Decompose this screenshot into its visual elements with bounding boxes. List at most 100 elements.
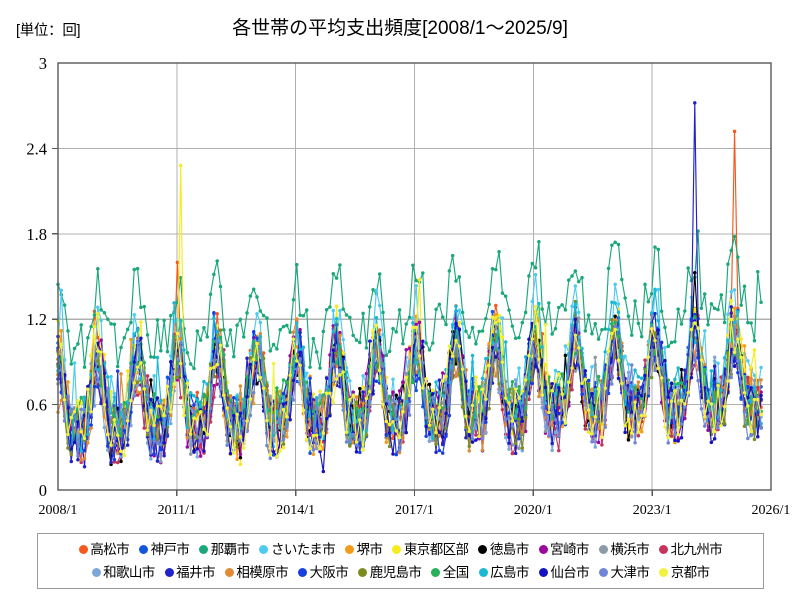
series-marker <box>457 372 462 376</box>
series-marker <box>251 339 256 344</box>
series-marker <box>96 267 100 271</box>
series-marker <box>752 397 757 402</box>
series-marker <box>238 452 243 457</box>
legend-item-高松市[interactable]: 高松市 <box>78 543 130 557</box>
series-marker <box>255 368 259 373</box>
series-marker <box>533 364 538 369</box>
series-marker <box>218 343 223 348</box>
series-marker <box>696 316 700 321</box>
legend-item-横浜市[interactable]: 横浜市 <box>598 543 650 557</box>
legend-item-京都市[interactable]: 京都市 <box>659 566 710 580</box>
series-marker <box>656 247 661 252</box>
series-marker <box>202 427 206 432</box>
series-marker <box>630 431 634 435</box>
series-marker <box>626 417 631 421</box>
series-marker <box>251 357 256 362</box>
series-marker <box>510 379 515 384</box>
series-marker <box>122 335 127 340</box>
series-marker <box>610 382 614 386</box>
plot-area: 0 0.6 1.2 1.8 2.4 3 2008/1 2011/1 2014/1 2017/1 20… <box>26 54 790 518</box>
series-marker <box>530 299 535 304</box>
series-marker <box>238 455 243 460</box>
series-marker <box>537 301 541 306</box>
series-marker <box>394 399 399 404</box>
series-marker <box>444 322 448 327</box>
series-marker <box>696 378 700 383</box>
series-marker <box>543 371 548 375</box>
series-marker <box>600 328 604 332</box>
legend-item-徳島市[interactable]: 徳島市 <box>478 543 529 557</box>
series-marker <box>679 422 684 426</box>
series-marker <box>553 418 558 422</box>
series-marker <box>401 409 405 414</box>
series-marker <box>517 384 521 389</box>
series-marker <box>447 403 452 407</box>
legend-item-和歌山市[interactable]: 和歌山市 <box>91 566 155 580</box>
legend-item-東京都区部[interactable]: 東京都区部 <box>392 543 469 557</box>
series-marker <box>434 450 438 454</box>
series-marker <box>308 446 312 451</box>
series-marker <box>454 362 458 366</box>
series-marker <box>122 453 127 458</box>
series-marker <box>215 374 219 379</box>
series-marker <box>384 398 389 403</box>
series-marker <box>358 418 362 422</box>
series-marker <box>96 379 100 384</box>
series-marker <box>414 278 418 283</box>
series-marker <box>729 289 733 294</box>
series-marker <box>630 414 634 418</box>
series-marker <box>235 457 239 461</box>
legend-item-相模原市[interactable]: 相模原市 <box>224 566 289 580</box>
series-marker <box>69 409 74 413</box>
series-marker <box>142 304 146 309</box>
legend-item-宮崎市[interactable]: 宮崎市 <box>538 543 589 557</box>
legend-marker-icon <box>358 568 368 577</box>
legend-item-福井市[interactable]: 福井市 <box>164 566 215 580</box>
series-marker <box>580 381 584 385</box>
series-marker <box>218 328 223 332</box>
series-marker <box>437 302 442 307</box>
series-marker <box>630 363 634 367</box>
legend-item-堺市[interactable]: 堺市 <box>345 543 383 557</box>
series-marker <box>756 385 760 390</box>
series-marker <box>241 397 246 402</box>
series-marker <box>301 408 306 412</box>
series-marker <box>331 329 336 334</box>
series-marker <box>311 433 316 438</box>
legend-item-神戸市[interactable]: 神戸市 <box>139 543 190 557</box>
legend-item-大津市[interactable]: 大津市 <box>599 566 650 580</box>
series-marker <box>663 376 667 380</box>
series-marker <box>646 355 651 359</box>
series-marker <box>285 425 289 429</box>
series-marker <box>281 446 286 450</box>
series-marker <box>178 396 183 400</box>
series-marker <box>616 310 621 314</box>
series-marker <box>381 364 385 369</box>
series-marker <box>115 423 120 428</box>
series-marker <box>212 395 216 399</box>
legend-item-全国[interactable]: 全国 <box>431 566 469 580</box>
series-marker <box>699 358 704 362</box>
series-marker <box>192 394 196 398</box>
legend-item-広島市[interactable]: 広島市 <box>478 566 529 580</box>
series-marker <box>693 307 697 312</box>
series-marker <box>215 338 219 343</box>
series-marker <box>238 462 243 467</box>
series-marker <box>484 397 488 401</box>
legend-item-仙台市[interactable]: 仙台市 <box>538 566 590 580</box>
legend-item-さいたま市[interactable]: さいたま市 <box>259 543 336 557</box>
series-marker <box>139 361 143 365</box>
series-marker <box>659 309 664 314</box>
legend-item-大阪市[interactable]: 大阪市 <box>297 566 349 580</box>
series-marker <box>281 395 286 399</box>
series-marker <box>102 371 107 376</box>
series-marker <box>334 316 339 321</box>
series-marker <box>251 329 256 334</box>
legend-item-那覇市[interactable]: 那覇市 <box>199 543 250 557</box>
series-marker <box>709 440 714 445</box>
series-marker <box>358 438 362 442</box>
series-marker <box>570 274 574 278</box>
legend-item-鹿児島市[interactable]: 鹿児島市 <box>358 566 422 580</box>
legend-item-北九州市[interactable]: 北九州市 <box>659 543 723 557</box>
series-marker <box>633 299 637 303</box>
